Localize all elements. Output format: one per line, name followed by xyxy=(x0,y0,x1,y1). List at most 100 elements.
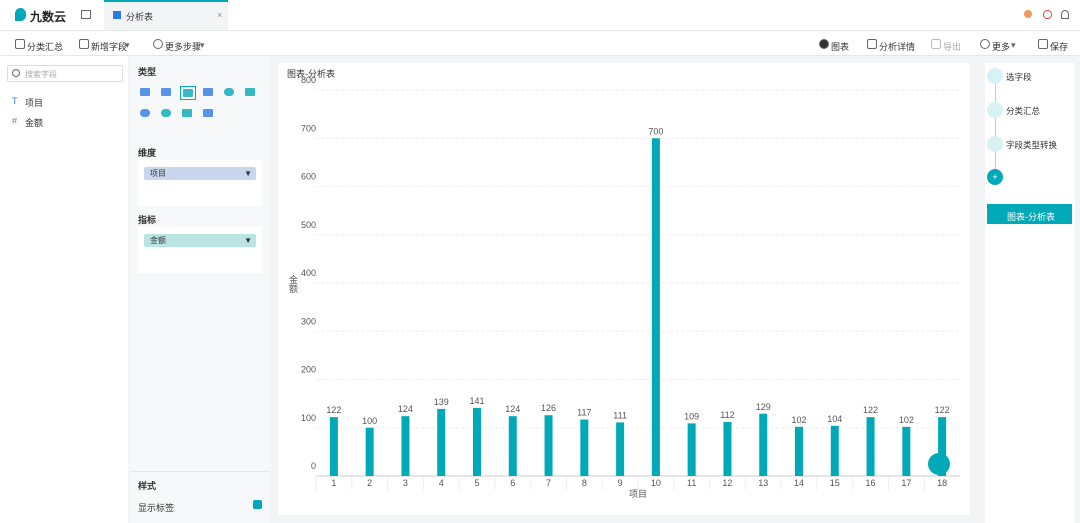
bar xyxy=(938,417,947,476)
step[interactable]: 字段类型转换 xyxy=(985,136,1071,152)
avatar-icon[interactable] xyxy=(1024,10,1032,18)
data-label: 100 xyxy=(362,416,377,426)
chart-type-icon[interactable] xyxy=(138,86,152,98)
bar xyxy=(437,408,446,476)
chart-type-icon[interactable] xyxy=(159,107,173,119)
top-bar: 九数云 分析表 × xyxy=(0,0,1080,31)
help-button[interactable] xyxy=(928,453,950,475)
toolbar-btn[interactable]: 更多 xyxy=(992,42,1011,52)
data-label: 124 xyxy=(505,404,520,414)
toolbar-btn[interactable]: 更多步骤 xyxy=(165,42,202,52)
current-step[interactable]: 图表-分析表 xyxy=(987,204,1072,224)
x-tick-label: 7 xyxy=(546,478,551,488)
section-label: 维度 xyxy=(138,148,157,158)
toolbar-btn[interactable]: 新增字段 xyxy=(91,42,128,52)
data-label: 102 xyxy=(899,415,914,425)
x-tick-label: 15 xyxy=(830,478,840,488)
search-placeholder: 搜索字段 xyxy=(25,70,57,79)
tab[interactable]: 分析表 × xyxy=(104,0,228,30)
bar xyxy=(902,426,911,476)
checkbox[interactable] xyxy=(253,500,262,509)
x-tick-label: 13 xyxy=(758,478,768,488)
step[interactable]: 分类汇总 xyxy=(985,102,1071,118)
step-label: 分类汇总 xyxy=(1006,106,1041,116)
toolbar-btn[interactable]: 分析详情 xyxy=(879,42,916,52)
search-box[interactable]: 搜索字段 xyxy=(7,65,123,82)
x-tick-label: 9 xyxy=(618,478,623,488)
y-tick-label: 800 xyxy=(301,75,316,85)
x-axis-label: 项目 xyxy=(629,489,647,499)
x-tick-label: 14 xyxy=(794,478,804,488)
x-tick-label: 11 xyxy=(687,478,696,488)
chart-type-icon[interactable] xyxy=(138,107,152,119)
user-icon[interactable] xyxy=(1061,10,1069,19)
measure-pill[interactable]: 金额 ▼ xyxy=(144,234,256,247)
bar xyxy=(651,138,660,476)
field-type: # xyxy=(12,116,18,126)
logo-icon xyxy=(15,8,26,21)
x-tick-label: 6 xyxy=(510,478,515,488)
y-axis-label: 金额 xyxy=(288,274,298,294)
pill-label: 项目 xyxy=(150,169,166,178)
chart-type-icon[interactable] xyxy=(180,86,196,100)
bar xyxy=(329,417,338,476)
data-label: 141 xyxy=(469,396,484,406)
field-type: T xyxy=(12,96,18,106)
bar xyxy=(795,426,803,476)
section-label: 类型 xyxy=(138,67,157,77)
tab-icon xyxy=(113,11,121,19)
bar xyxy=(687,423,696,476)
data-label: 139 xyxy=(434,397,449,407)
y-tick-label: 500 xyxy=(301,220,316,230)
notify-icon[interactable] xyxy=(1043,10,1052,19)
x-tick-label: 5 xyxy=(474,478,479,488)
bar xyxy=(508,416,517,476)
chart-type-icon[interactable] xyxy=(180,107,194,119)
data-label: 112 xyxy=(720,410,734,420)
logo: 九数云 xyxy=(30,10,67,24)
data-label: 117 xyxy=(577,408,591,418)
section-label: 样式 xyxy=(138,481,157,491)
toolbar-btn[interactable]: 导出 xyxy=(943,42,962,52)
dimension-pill[interactable]: 项目 ▼ xyxy=(144,167,256,180)
chart-type-icon[interactable] xyxy=(159,86,173,98)
field-panel: 搜索字段 T 项目 # 金额 xyxy=(0,56,128,523)
field[interactable]: 金额 xyxy=(25,118,44,128)
toolbar-btn[interactable]: 图表 xyxy=(831,42,850,52)
data-label: 122 xyxy=(935,405,950,415)
bar xyxy=(544,415,553,476)
y-tick-label: 0 xyxy=(311,461,316,471)
tab-close[interactable]: × xyxy=(217,10,223,20)
x-tick-label: 16 xyxy=(866,478,876,488)
data-label: 129 xyxy=(756,402,771,412)
x-tick-label: 12 xyxy=(722,478,732,488)
chart-type-icon[interactable] xyxy=(201,107,215,119)
chart-type-icon[interactable] xyxy=(222,86,236,98)
y-tick-label: 300 xyxy=(301,316,316,326)
chart-type-icon[interactable] xyxy=(201,86,215,98)
field[interactable]: 项目 xyxy=(25,98,44,108)
home-icon[interactable] xyxy=(81,10,91,19)
data-label: 111 xyxy=(613,410,627,420)
bar xyxy=(759,413,768,476)
step-panel: 选字段 分类汇总 字段类型转换 + 图表-分析表 xyxy=(985,63,1075,523)
data-label: 109 xyxy=(684,411,699,421)
bar xyxy=(866,417,875,476)
measure-box: 金额 ▼ xyxy=(138,227,262,273)
step[interactable]: 选字段 xyxy=(985,68,1071,84)
x-tick-label: 1 xyxy=(331,478,336,488)
step-label: 字段类型转换 xyxy=(1006,140,1058,150)
x-tick-label: 4 xyxy=(439,478,444,488)
y-tick-label: 200 xyxy=(301,365,316,375)
toolbar-btn[interactable]: 分类汇总 xyxy=(27,42,64,52)
chart-type-icon[interactable] xyxy=(243,86,257,98)
add-step[interactable]: + xyxy=(987,169,1003,185)
x-tick-label: 10 xyxy=(651,478,661,488)
bar xyxy=(830,425,839,476)
x-tick-label: 2 xyxy=(367,478,372,488)
toolbar-btn[interactable]: 保存 xyxy=(1050,42,1069,52)
data-label: 122 xyxy=(326,405,341,415)
option-label: 显示标签 xyxy=(138,503,175,513)
data-label: 124 xyxy=(398,404,413,414)
